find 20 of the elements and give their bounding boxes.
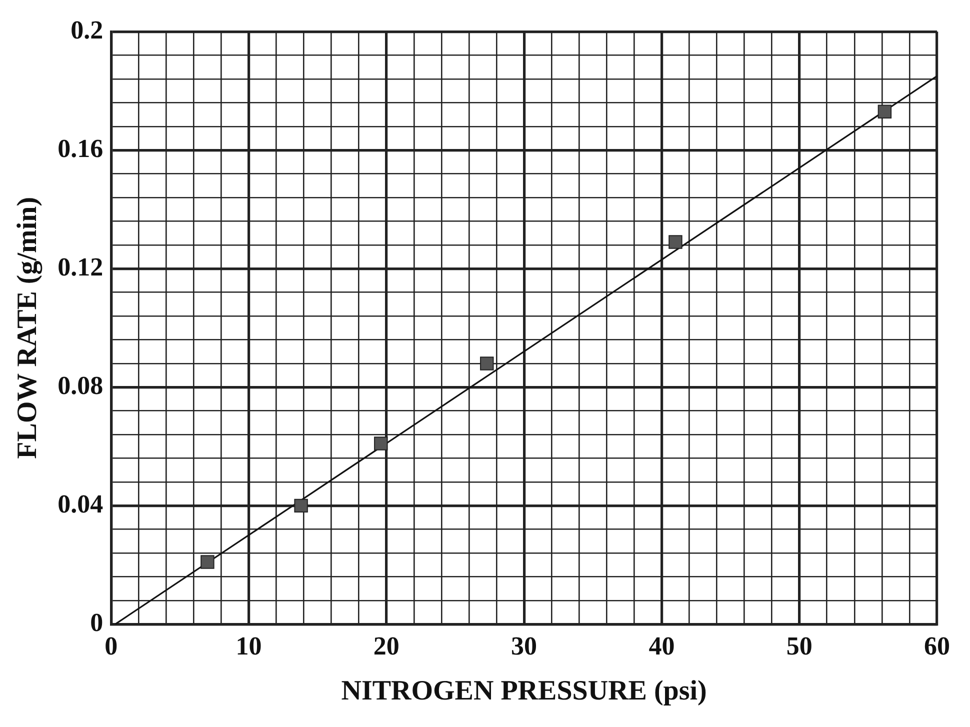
x-tick-label: 30 — [511, 632, 538, 661]
y-tick-label: 0.08 — [58, 370, 104, 400]
y-tick-label: 0.12 — [58, 252, 104, 282]
point — [200, 555, 214, 569]
x-tick-label: 50 — [786, 632, 812, 661]
x-axis-title: NITROGEN PRESSURE (psi) — [341, 675, 707, 706]
x-tick-label: 40 — [648, 632, 675, 661]
point — [374, 436, 388, 450]
point — [294, 498, 308, 513]
y-tick-label: 0.2 — [70, 15, 104, 44]
point — [480, 356, 494, 370]
y-tick-label: 0.16 — [58, 134, 104, 163]
x-tick-label: 10 — [236, 632, 262, 661]
point — [668, 235, 682, 249]
y-tick-label: 0 — [90, 608, 104, 637]
y-tick-label: 0.04 — [58, 489, 104, 518]
y-axis-title: FLOW RATE (g/min) — [12, 196, 44, 459]
point — [878, 104, 892, 118]
x-tick-label: 20 — [373, 632, 400, 661]
x-tick-label: 60 — [924, 632, 950, 661]
